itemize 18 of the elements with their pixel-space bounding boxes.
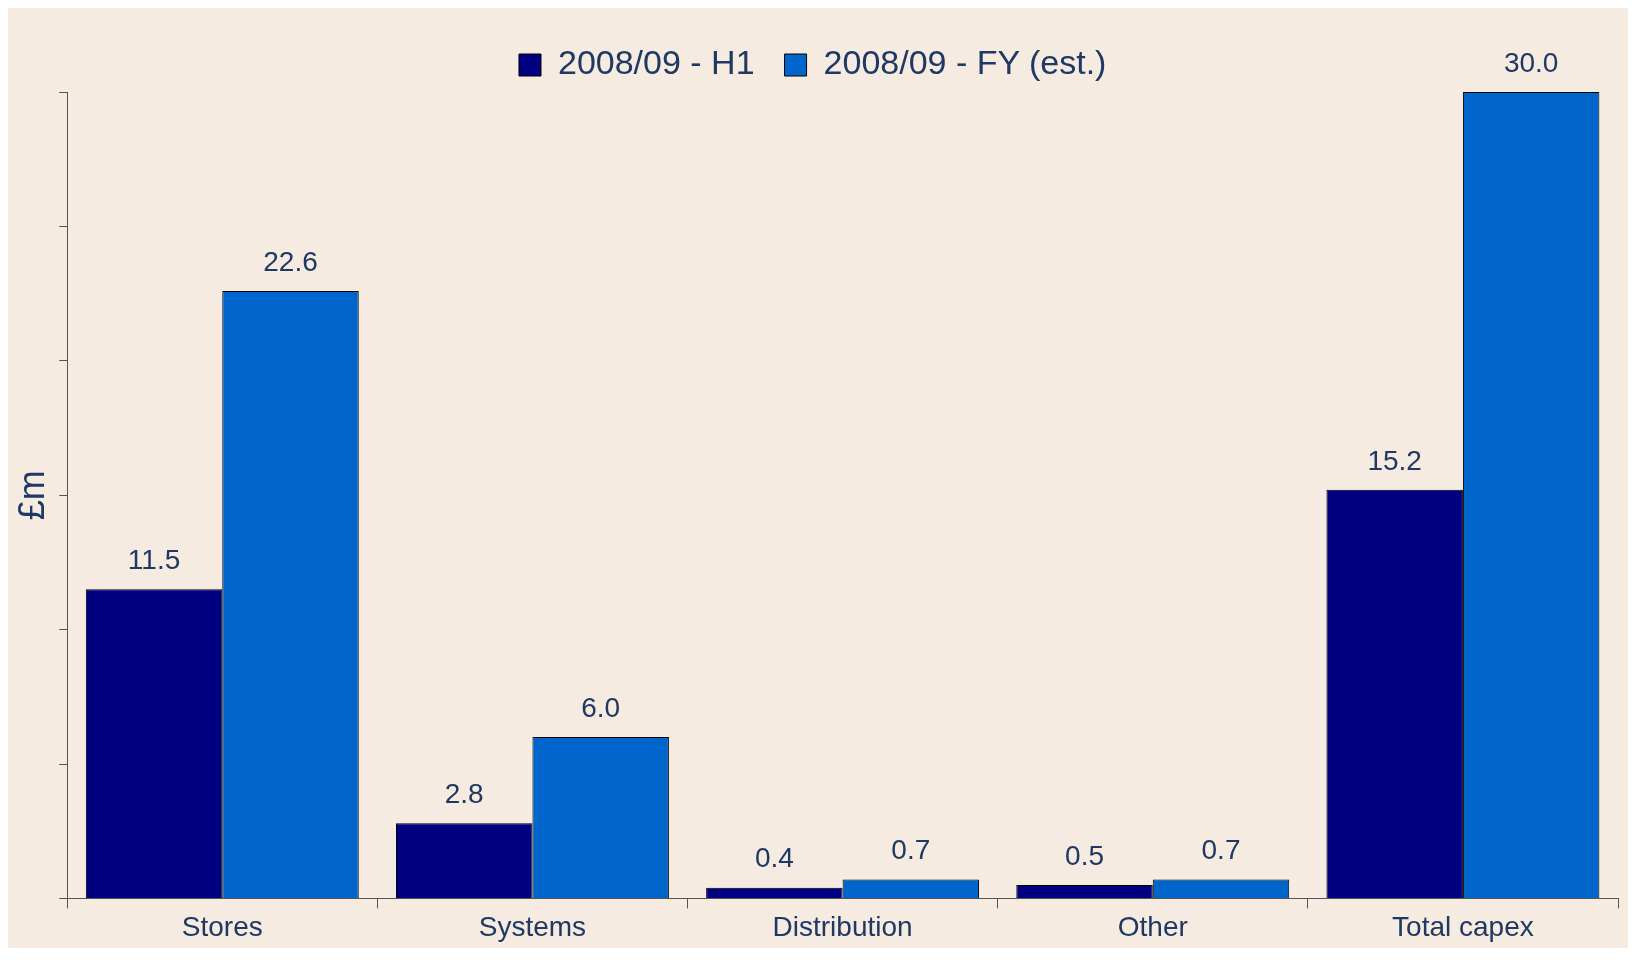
data-label: 2.8 bbox=[444, 777, 484, 809]
legend-label: 2008/09 - FY (est.) bbox=[823, 43, 1107, 82]
data-label: 30.0 bbox=[1503, 46, 1559, 78]
x-tick-label: Distribution bbox=[772, 910, 913, 942]
data-label: 11.5 bbox=[127, 544, 181, 575]
data-label: 22.6 bbox=[263, 245, 318, 277]
data-label: 0.7 bbox=[1201, 834, 1241, 866]
data-label: 6.0 bbox=[581, 691, 621, 723]
data-label: 0.7 bbox=[891, 834, 931, 866]
x-tick-label: Systems bbox=[478, 910, 587, 942]
data-label: 15.2 bbox=[1367, 444, 1422, 476]
x-tick-label: Stores bbox=[181, 910, 263, 942]
y-axis-title: £m bbox=[10, 470, 52, 521]
data-label: 0.5 bbox=[1065, 839, 1104, 871]
legend-label: 2008/09 - H1 bbox=[557, 43, 755, 82]
x-tick-label: Total capex bbox=[1392, 910, 1534, 942]
x-tick-label: Other bbox=[1117, 910, 1188, 942]
data-label: 0.4 bbox=[754, 842, 794, 874]
